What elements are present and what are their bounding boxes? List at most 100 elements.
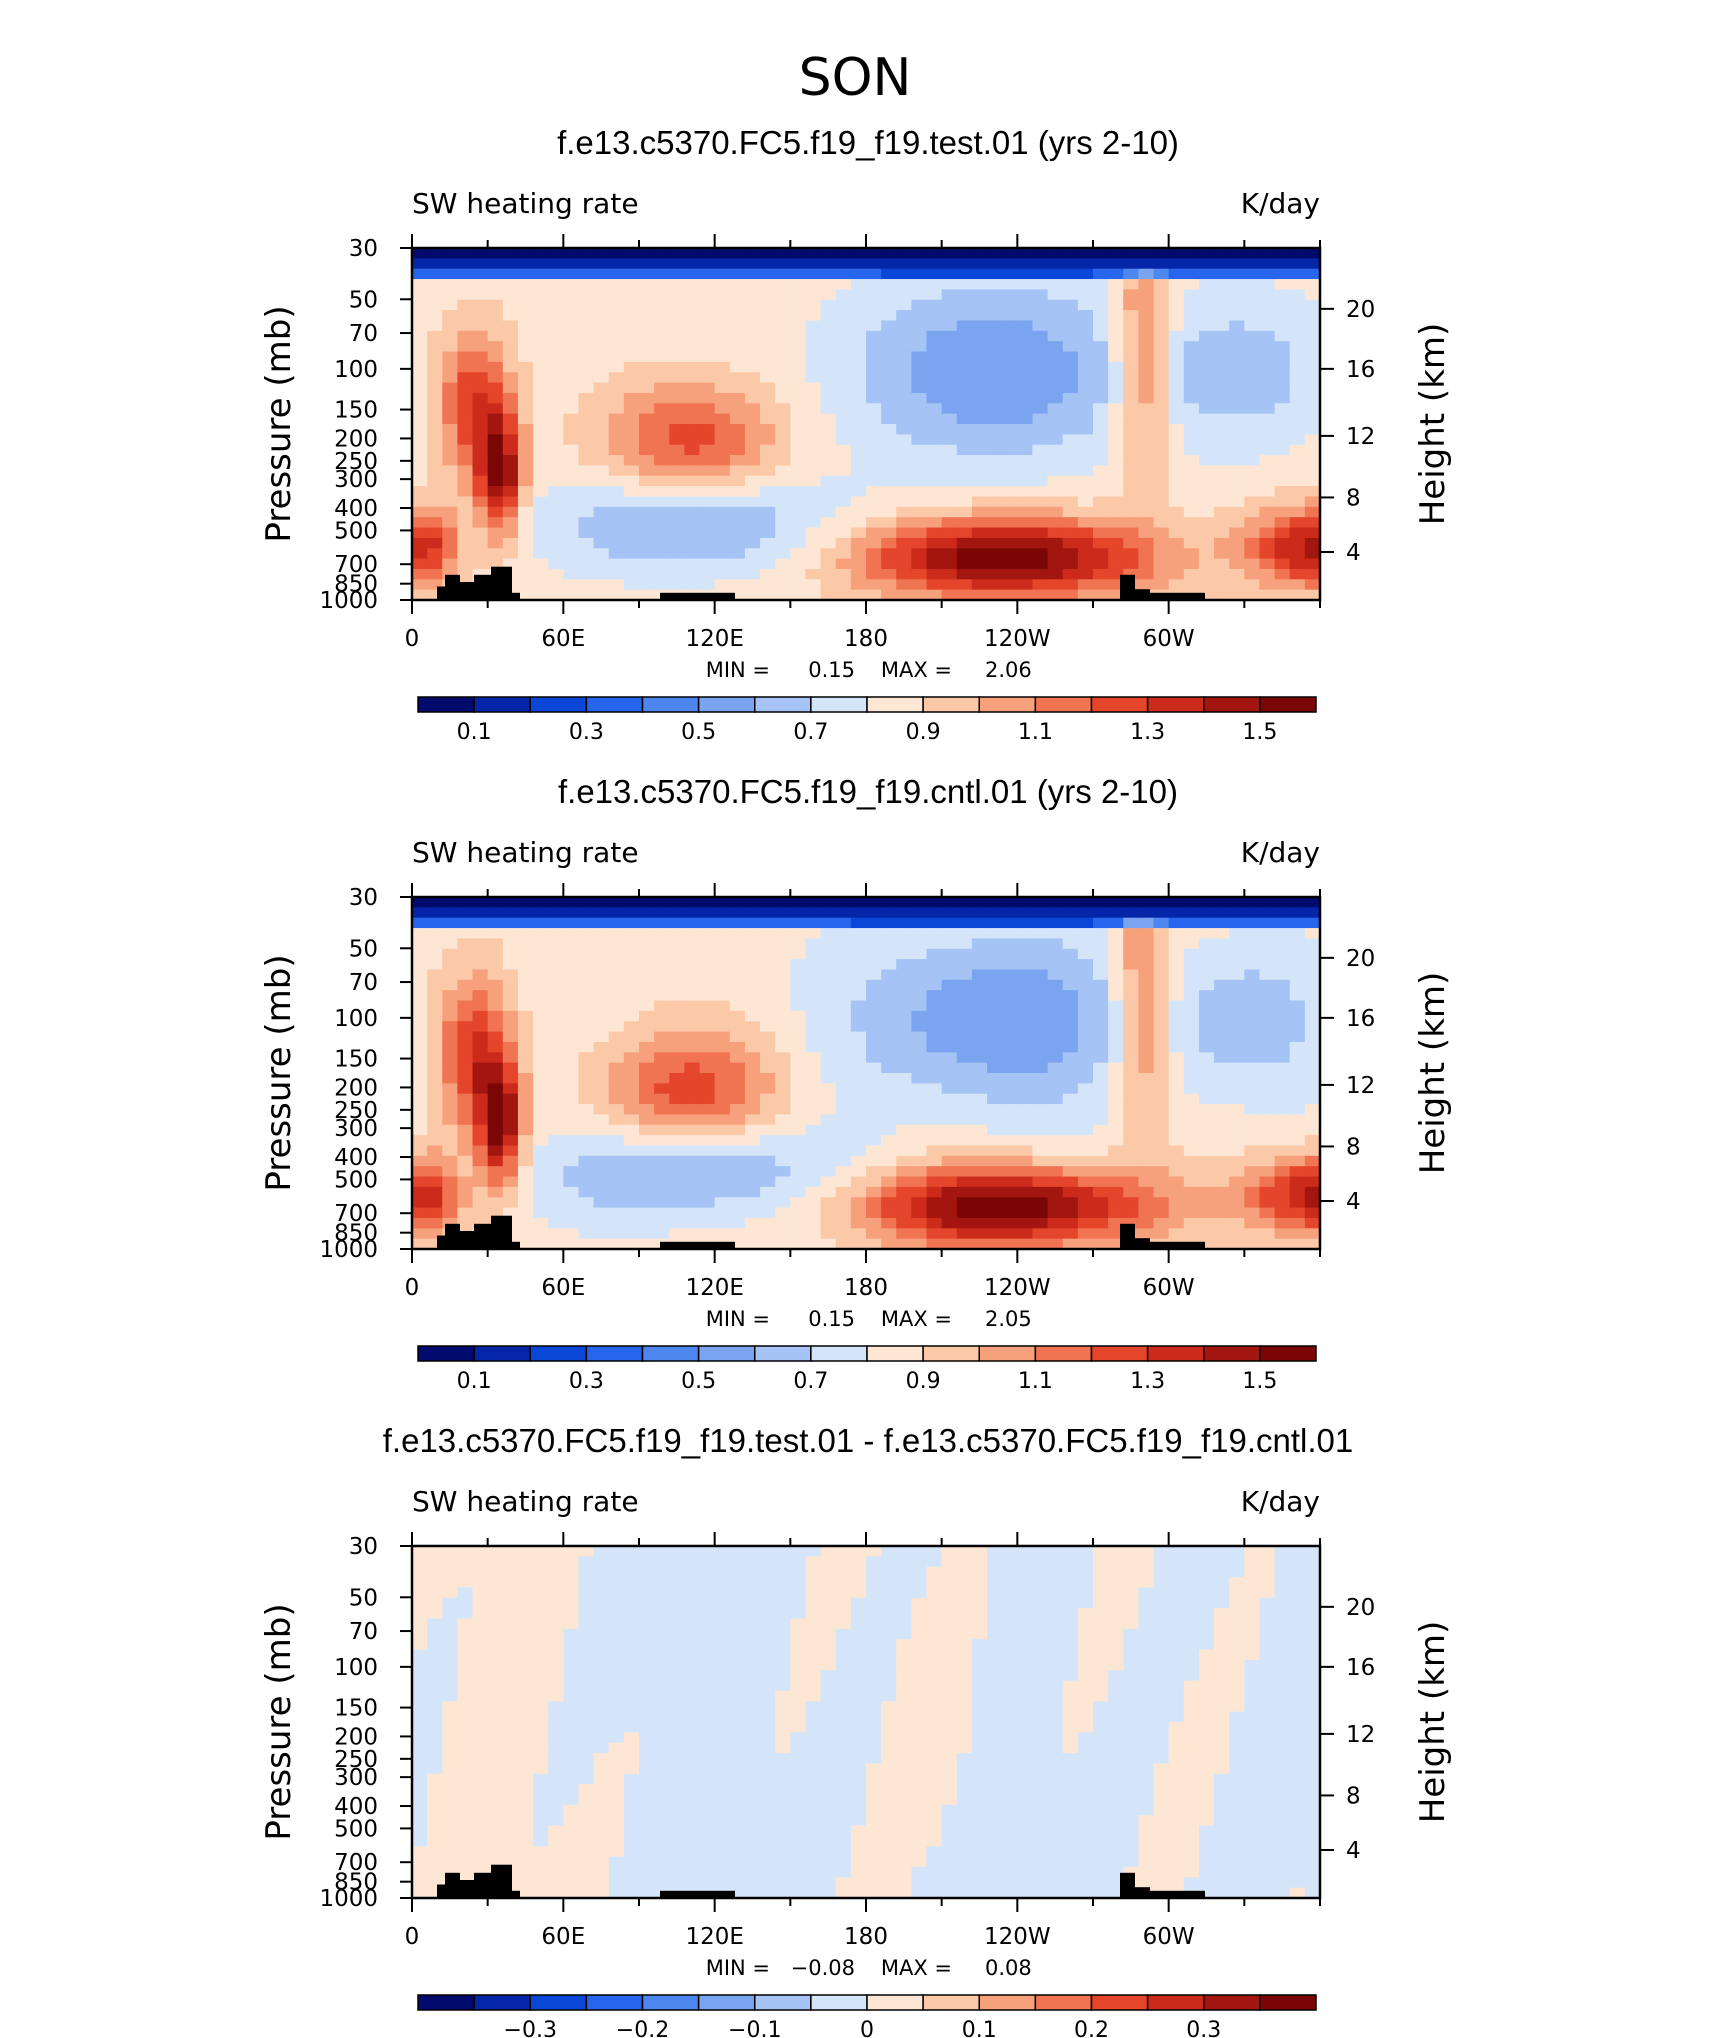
heatmap-cell	[881, 268, 897, 280]
heatmap-cell	[533, 1093, 549, 1105]
heatmap-cell	[805, 1228, 822, 1240]
heatmap-cell	[1108, 548, 1124, 560]
heatmap-cell	[457, 1670, 474, 1682]
heatmap-cell	[517, 1794, 534, 1806]
heatmap-cell	[881, 1073, 897, 1084]
heatmap-cell	[472, 1649, 489, 1661]
heatmap-cell	[548, 1176, 564, 1188]
heatmap-cell	[1198, 969, 1215, 981]
heatmap-cell	[941, 403, 958, 415]
heatmap-cell	[1289, 537, 1306, 549]
heatmap-cell	[1108, 1155, 1124, 1167]
heatmap-cell	[608, 1784, 625, 1796]
heatmap-cell	[533, 413, 549, 425]
heatmap-cell	[1244, 1186, 1261, 1198]
heatmap-cell	[427, 579, 443, 591]
heatmap-cell	[669, 1835, 685, 1847]
heatmap-cell	[517, 1732, 534, 1744]
heatmap-cell	[956, 1073, 973, 1084]
heatmap-cell	[1123, 1207, 1139, 1219]
heatmap-cell	[820, 310, 837, 322]
heatmap-cell	[1289, 1155, 1306, 1167]
heatmap-cell	[684, 424, 701, 435]
heatmap-cell	[850, 258, 867, 270]
heatmap-cell	[1108, 1186, 1124, 1198]
heatmap-cell	[1077, 1083, 1094, 1095]
heatmap-cell	[608, 486, 625, 498]
heatmap-cell	[896, 279, 912, 291]
heatmap-cell	[502, 1197, 519, 1209]
heatmap-cell	[1047, 548, 1064, 560]
heatmap-cell	[472, 279, 489, 291]
heatmap-cell	[442, 1021, 458, 1033]
heatmap-cell	[457, 907, 474, 919]
heatmap-cell	[941, 320, 958, 332]
heatmap-cell	[639, 465, 655, 477]
heatmap-cell	[1289, 1104, 1306, 1116]
heatmap-cell	[502, 990, 519, 1002]
heatmap-cell	[744, 382, 761, 394]
heatmap-cell	[1108, 455, 1124, 467]
heatmap-cell	[593, 1722, 610, 1733]
heatmap-cell	[1153, 403, 1170, 415]
heatmap-cell	[850, 330, 867, 342]
y-tick-label: 850	[334, 1221, 378, 1247]
heatmap-cell	[548, 1804, 564, 1816]
heatmap-cell	[487, 361, 504, 373]
heatmap-cell	[1108, 351, 1124, 363]
heatmap-cell	[805, 299, 822, 311]
heatmap-cell	[699, 1753, 716, 1765]
heatmap-cell	[442, 475, 458, 487]
heatmap-cell	[1274, 1073, 1291, 1084]
heatmap-cell	[502, 1114, 519, 1126]
heatmap-cell	[623, 589, 640, 601]
heatmap-cell	[729, 1073, 746, 1084]
heatmap-cell	[608, 1577, 625, 1589]
heatmap-cell	[1062, 1217, 1079, 1229]
heatmap-cell	[1198, 1021, 1215, 1033]
heatmap-cell	[548, 1566, 564, 1578]
heatmap-cell	[669, 948, 685, 960]
heatmap-cell	[1244, 361, 1261, 373]
heatmap-cell	[1017, 527, 1034, 539]
heatmap-cell	[623, 1176, 640, 1188]
heatmap-cell	[427, 1021, 443, 1033]
heatmap-cell	[472, 434, 489, 446]
heatmap-cell	[699, 907, 716, 919]
heatmap-cell	[866, 361, 882, 373]
heatmap-cell	[866, 1155, 882, 1167]
heatmap-cell	[744, 268, 761, 280]
heatmap-cell	[654, 1124, 670, 1136]
heatmap-cell	[412, 424, 428, 435]
heatmap-cell	[608, 990, 625, 1002]
heatmap-cell	[502, 1856, 519, 1868]
heatmap-cell	[669, 1546, 685, 1557]
heatmap-cell	[911, 268, 928, 280]
heatmap-cell	[684, 527, 701, 539]
heatmap-cell	[578, 1197, 595, 1209]
heatmap-cell	[775, 372, 791, 384]
heatmap-cell	[1108, 1083, 1124, 1095]
heatmap-cell	[835, 310, 852, 322]
heatmap-cell	[608, 444, 625, 456]
heatmap-cell	[1093, 1104, 1109, 1116]
heatmap-cell	[911, 475, 928, 487]
heatmap-cell	[563, 1166, 580, 1178]
heatmap-cell	[412, 1763, 428, 1775]
heatmap-cell	[1229, 579, 1245, 591]
heatmap-cell	[896, 1238, 912, 1250]
heatmap-cell	[941, 1114, 958, 1126]
heatmap-cell	[442, 517, 458, 529]
heatmap-cell	[442, 1639, 458, 1651]
heatmap-cell	[1108, 589, 1124, 601]
units-label: K/day	[1241, 836, 1320, 869]
heatmap-cell	[578, 579, 595, 591]
heatmap-cell	[1108, 1145, 1124, 1157]
heatmap-cell	[1138, 1093, 1155, 1105]
heatmap-cell	[487, 1773, 504, 1785]
heatmap-cell	[1017, 455, 1034, 467]
heatmap-cell	[457, 1186, 474, 1198]
heatmap-cell	[850, 1145, 867, 1157]
heatmap-cell	[457, 938, 474, 950]
heatmap-cell	[1244, 310, 1261, 322]
